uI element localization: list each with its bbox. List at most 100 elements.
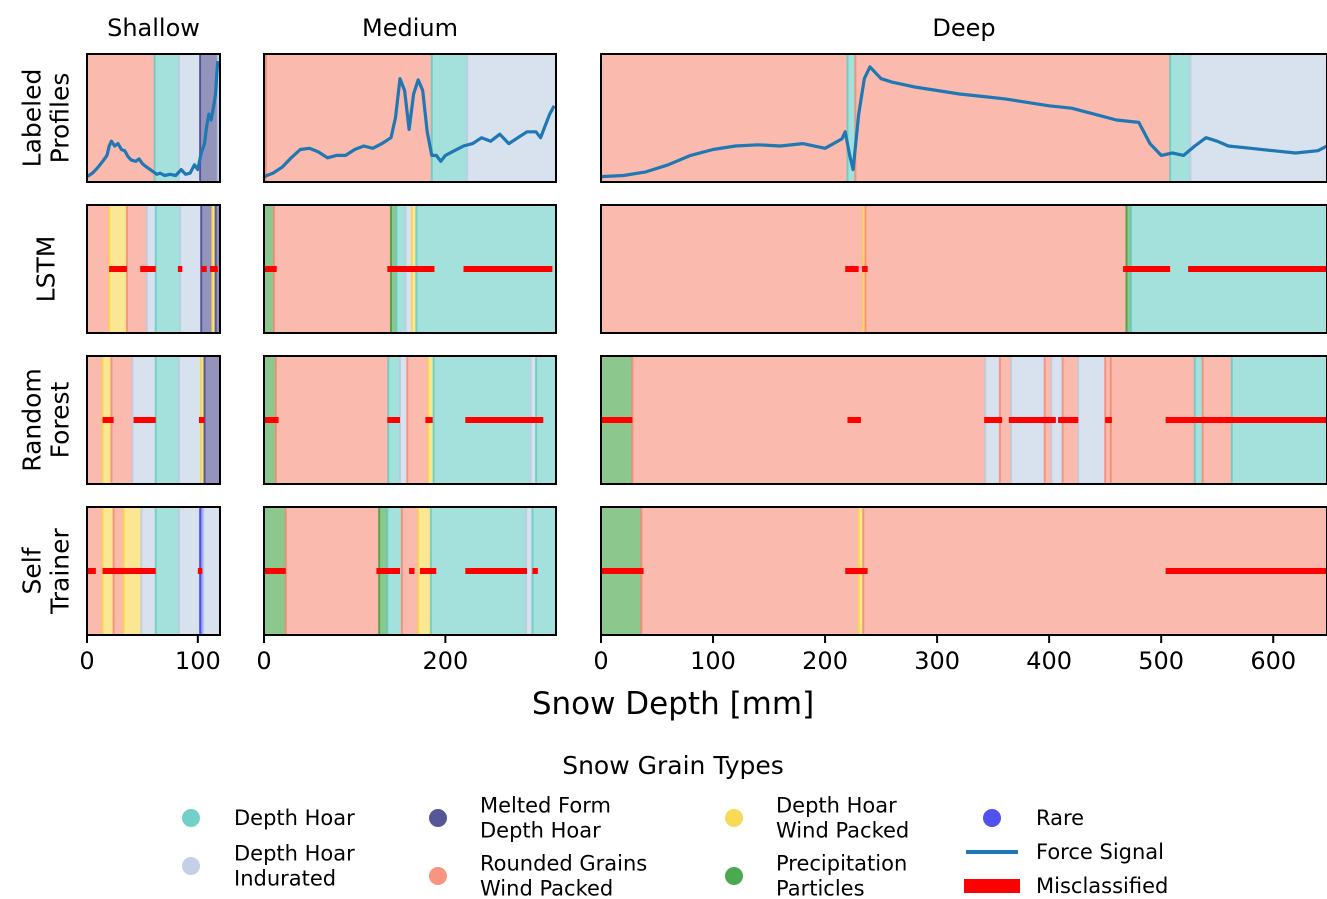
row-labels: Labeled Profiles LSTM Random Forest Self Train… bbox=[18, 69, 75, 615]
legend-label-rare: Rare bbox=[1036, 806, 1084, 830]
legend-marker-mfdh bbox=[429, 809, 447, 827]
row-label-2-line-1: Forest bbox=[46, 381, 75, 458]
panel-r1-c1 bbox=[263, 204, 557, 334]
misclassified-bar bbox=[109, 266, 127, 272]
segment-dh bbox=[431, 54, 468, 182]
misclassified-bar bbox=[601, 568, 644, 574]
legend-label-dhwp: Wind Packed bbox=[776, 819, 909, 843]
segment-dhi bbox=[1078, 356, 1106, 484]
segment-dhi bbox=[467, 54, 556, 182]
misclassified-bar bbox=[376, 568, 401, 574]
misclassified-bar bbox=[210, 266, 218, 272]
segment-dh bbox=[155, 205, 181, 333]
segment-dhi bbox=[178, 54, 201, 182]
legend-label-dhwp: Depth Hoar bbox=[776, 794, 897, 818]
segment-rgwp bbox=[632, 356, 986, 484]
misclassified-bar bbox=[1008, 417, 1056, 423]
x-tick-label: 0 bbox=[79, 647, 94, 675]
legend-label-rgwp: Wind Packed bbox=[480, 877, 613, 899]
segment-rgwp bbox=[641, 507, 859, 635]
misclassified-bar bbox=[463, 266, 553, 272]
misclassified-bar bbox=[87, 568, 96, 574]
segment-dhi bbox=[178, 507, 201, 635]
misclassified-bar bbox=[264, 417, 279, 423]
row-label-0-line-1: Profiles bbox=[46, 73, 75, 164]
misclassified-bar bbox=[465, 568, 527, 574]
x-tick-label: 200 bbox=[802, 647, 848, 675]
row-label-3-line-0: Self bbox=[18, 546, 47, 594]
misclassified-bar bbox=[201, 266, 207, 272]
misclassified-bar bbox=[984, 417, 1003, 423]
panel-frame bbox=[86, 53, 221, 183]
misclassified-bar bbox=[140, 266, 156, 272]
segment-mfdh bbox=[204, 356, 220, 484]
misclassified-bar bbox=[387, 417, 401, 423]
force-signal-line bbox=[601, 65, 1327, 179]
legend-label-pp: Precipitation bbox=[776, 852, 907, 876]
misclassified-bar bbox=[465, 417, 544, 423]
column-titles: Shallow Medium Deep bbox=[107, 14, 996, 42]
misclassified-bar bbox=[862, 266, 868, 272]
x-ticks: 0 100 0 200 0 100 200 300 400 500 600 bbox=[79, 635, 1296, 675]
panel-r3-c1 bbox=[263, 506, 557, 636]
x-tick-label: 0 bbox=[256, 647, 271, 675]
force-signal-line bbox=[264, 77, 556, 179]
segment-rgwp bbox=[87, 356, 103, 484]
panel-r1-c0 bbox=[86, 204, 221, 334]
panel-frame bbox=[86, 506, 221, 636]
panel-frame bbox=[263, 53, 557, 183]
legend-label-rgwp: Rounded Grains bbox=[480, 852, 647, 876]
panel-frame bbox=[263, 355, 557, 485]
segment-dh bbox=[532, 507, 556, 635]
segment-dh bbox=[155, 356, 179, 484]
panel-r0-c1 bbox=[263, 53, 557, 183]
panel-r0-c2 bbox=[600, 53, 1327, 183]
legend-label-dhi: Depth Hoar bbox=[234, 842, 355, 866]
misclassified-bar bbox=[409, 568, 415, 574]
misclassified-bar bbox=[102, 568, 156, 574]
x-tick-label: 500 bbox=[1138, 647, 1184, 675]
segment-rgwp bbox=[111, 356, 133, 484]
segment-dh bbox=[154, 54, 179, 182]
misclassified-bar bbox=[133, 417, 156, 423]
segment-rgwp bbox=[601, 54, 848, 182]
misclassified-bar bbox=[1123, 266, 1171, 272]
misclassified-bar bbox=[847, 417, 861, 423]
misclassified-bar bbox=[532, 568, 538, 574]
panel-r2-c0 bbox=[86, 355, 221, 485]
legend-marker-rgwp bbox=[429, 867, 447, 885]
misclassified-bar bbox=[845, 266, 859, 272]
legend-marker-pp bbox=[725, 867, 743, 885]
legend-marker-dhi bbox=[182, 857, 200, 875]
legend-label-pp: Particles bbox=[776, 877, 865, 899]
row-label-1-line-0: LSTM bbox=[32, 236, 61, 303]
segment-rgwp bbox=[275, 356, 389, 484]
panel-frame bbox=[263, 506, 557, 636]
segment-rgwp bbox=[285, 507, 380, 635]
segment-rgwp bbox=[865, 205, 1127, 333]
misclassified-bar bbox=[845, 568, 868, 574]
segment-rgwp bbox=[87, 205, 110, 333]
legend-label-mfdh: Melted Form bbox=[480, 794, 611, 818]
panel-r3-c0 bbox=[86, 506, 221, 636]
column-title-medium: Medium bbox=[362, 14, 458, 42]
misclassified-bar bbox=[1058, 417, 1079, 423]
column-title-shallow: Shallow bbox=[107, 14, 200, 42]
misclassified-bar bbox=[1105, 417, 1112, 423]
panel-frame bbox=[86, 204, 221, 334]
segment-dh bbox=[155, 507, 179, 635]
panel-frame bbox=[86, 355, 221, 485]
legend-title: Snow Grain Types bbox=[562, 751, 784, 780]
legend-label-dhi: Indurated bbox=[234, 867, 336, 891]
legend-marker-dhwp bbox=[725, 809, 743, 827]
x-tick-label: 400 bbox=[1026, 647, 1072, 675]
row-label-3-line-1: Trainer bbox=[46, 527, 75, 614]
panel-r1-c2 bbox=[600, 204, 1327, 334]
panels-grid bbox=[86, 53, 1327, 636]
segment-rgwp bbox=[601, 205, 864, 333]
misclassified-bar bbox=[387, 266, 435, 272]
x-tick-label: 100 bbox=[690, 647, 736, 675]
segment-rgwp bbox=[265, 54, 432, 182]
